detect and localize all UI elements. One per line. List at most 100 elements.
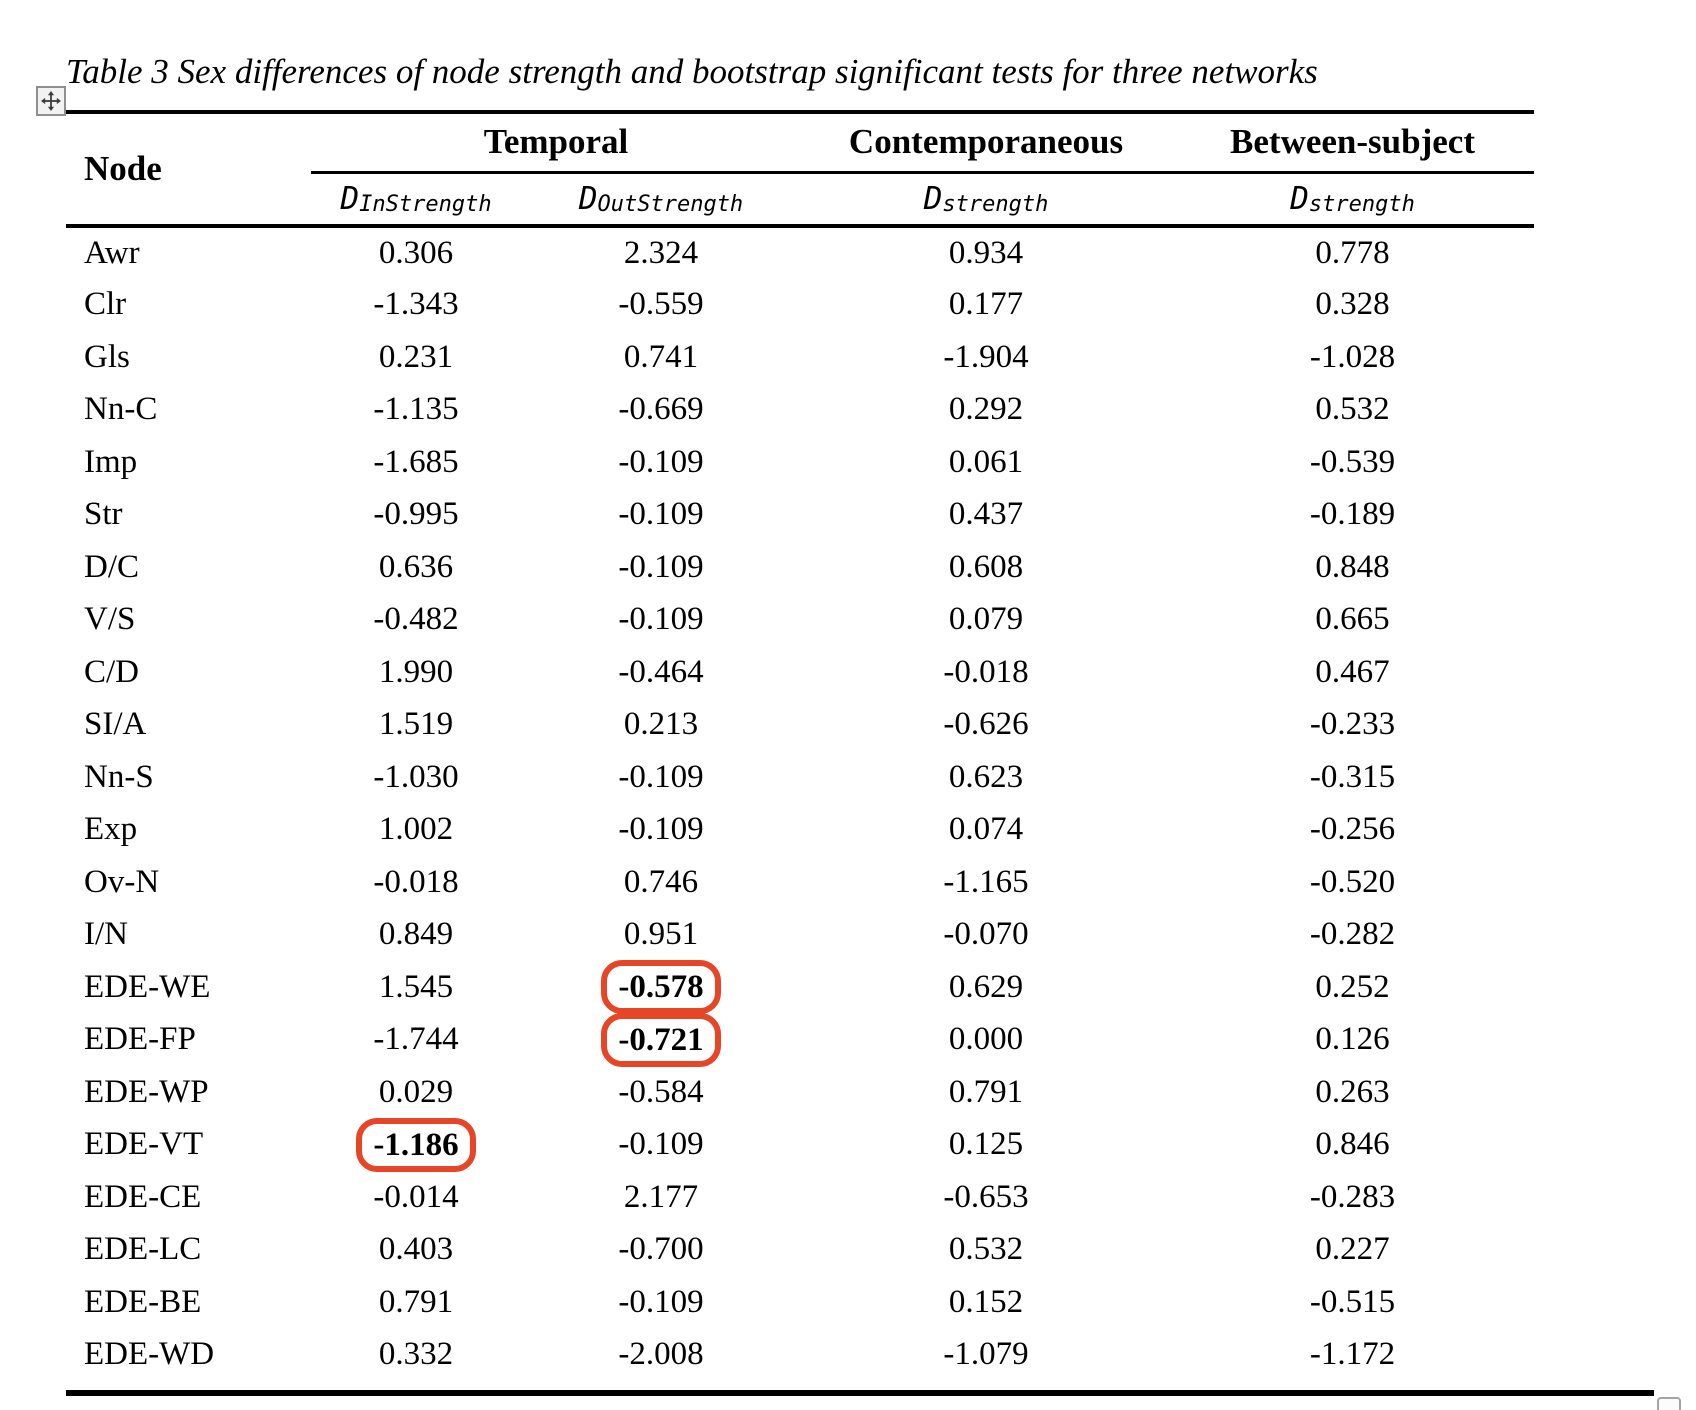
value-cell-outstrength: -0.109 — [618, 443, 704, 480]
value-cell-between-subject: -0.256 — [1309, 811, 1396, 848]
value-cell-contemporaneous: 0.532 — [948, 1231, 1024, 1268]
value-cell-instrength: 1.545 — [378, 968, 454, 1005]
table-row: EDE-FP -1.744 -0.721 0.000 0.126 — [66, 1012, 1534, 1067]
table-row: Gls 0.231 0.741 -1.904 -1.028 — [66, 331, 1534, 384]
value-cell-between-subject: 0.126 — [1315, 1021, 1390, 1058]
value-cell-instrength: -1.186 — [311, 1117, 521, 1172]
value-cell-contemporaneous: -0.018 — [943, 653, 1029, 690]
column-header-d-strength-contemporaneous: Dstrength — [801, 172, 1172, 228]
table-row: Nn-C -1.135 -0.669 0.292 0.532 — [66, 384, 1534, 437]
node-cell: SI/A — [84, 706, 147, 743]
table-row: I/N 0.849 0.951 -0.070 -0.282 — [66, 909, 1534, 962]
value-cell-contemporaneous: -0.626 — [943, 706, 1029, 743]
value-cell-between-subject: -0.515 — [1309, 1283, 1396, 1320]
node-cell: Imp — [84, 443, 138, 480]
table-row: EDE-WD 0.332 -2.008 -1.079 -1.172 — [66, 1329, 1534, 1382]
node-cell: Nn-C — [84, 391, 158, 428]
table-row: V/S -0.482 -0.109 0.079 0.665 — [66, 594, 1534, 647]
value-cell-between-subject: 0.227 — [1315, 1231, 1390, 1268]
value-cell-instrength: 0.231 — [378, 338, 454, 375]
value-cell-outstrength: -0.109 — [618, 1126, 704, 1163]
value-cell-contemporaneous: -1.165 — [943, 863, 1029, 900]
column-header-d-strength-between: Dstrength — [1171, 172, 1535, 228]
node-cell: EDE-VT — [84, 1126, 204, 1163]
node-cell: Gls — [84, 338, 130, 375]
value-cell-between-subject: 0.665 — [1315, 601, 1390, 638]
node-cell: Ov-N — [84, 863, 160, 900]
value-cell-contemporaneous: -0.653 — [943, 1178, 1029, 1215]
table-resize-handle[interactable] — [1657, 1397, 1681, 1410]
value-cell-contemporaneous: 0.125 — [948, 1126, 1024, 1163]
value-cell-instrength: 0.029 — [378, 1073, 454, 1110]
value-cell-outstrength: -0.559 — [618, 286, 704, 323]
value-cell-contemporaneous: 0.934 — [948, 234, 1024, 271]
value-cell-outstrength: 2.324 — [623, 234, 699, 271]
value-cell-instrength: 0.791 — [378, 1283, 454, 1320]
table-row: EDE-WP 0.029 -0.584 0.791 0.263 — [66, 1066, 1534, 1119]
column-group-between-subject: Between-subject — [1171, 112, 1535, 174]
value-cell-between-subject: 0.532 — [1315, 391, 1390, 428]
table-row: Ov-N -0.018 0.746 -1.165 -0.520 — [66, 856, 1534, 909]
value-cell-instrength: 0.306 — [378, 234, 454, 271]
column-group-temporal: Temporal — [311, 112, 802, 174]
value-cell-between-subject: -0.189 — [1309, 496, 1396, 533]
value-cell-instrength: 0.636 — [378, 548, 454, 585]
value-cell-outstrength: -0.464 — [618, 653, 704, 690]
value-cell-between-subject: -0.520 — [1309, 863, 1396, 900]
value-cell-contemporaneous: 0.000 — [948, 1021, 1024, 1058]
node-cell: EDE-LC — [84, 1231, 202, 1268]
value-cell-outstrength: -0.669 — [618, 391, 704, 428]
value-cell-between-subject: 0.263 — [1315, 1073, 1390, 1110]
value-cell-between-subject: 0.846 — [1315, 1126, 1390, 1163]
value-cell-outstrength: 0.213 — [623, 706, 699, 743]
value-cell-between-subject: 0.328 — [1315, 286, 1390, 323]
value-cell-between-subject: 0.778 — [1315, 234, 1390, 271]
value-cell-contemporaneous: 0.074 — [948, 811, 1024, 848]
value-cell-between-subject: -0.283 — [1309, 1178, 1396, 1215]
node-cell: Clr — [84, 286, 127, 323]
node-cell: V/S — [84, 601, 136, 638]
table-row: Nn-S -1.030 -0.109 0.623 -0.315 — [66, 751, 1534, 804]
value-cell-contemporaneous: 0.437 — [948, 496, 1024, 533]
table-move-handle[interactable] — [36, 86, 66, 116]
value-cell-between-subject: 0.467 — [1315, 653, 1390, 690]
value-cell-contemporaneous: 0.292 — [948, 391, 1024, 428]
value-cell-outstrength: -2.008 — [618, 1336, 704, 1373]
value-cell-contemporaneous: -0.070 — [943, 916, 1029, 953]
node-cell: EDE-WE — [84, 968, 211, 1005]
value-cell-outstrength: -0.109 — [618, 758, 704, 795]
column-group-contemporaneous: Contemporaneous — [801, 112, 1172, 174]
node-cell: EDE-WD — [84, 1336, 215, 1373]
value-cell-instrength: 0.332 — [378, 1336, 454, 1373]
value-cell-instrength: -1.685 — [373, 443, 459, 480]
table-caption: Table 3 Sex differences of node strength… — [66, 52, 1318, 91]
value-cell-instrength: -0.995 — [373, 496, 459, 533]
table-row: Exp 1.002 -0.109 0.074 -0.256 — [66, 804, 1534, 857]
node-cell: Exp — [84, 811, 138, 848]
node-cell: EDE-WP — [84, 1073, 209, 1110]
node-cell: Awr — [84, 234, 140, 271]
value-cell-outstrength: 0.741 — [623, 338, 699, 375]
value-cell-contemporaneous: 0.629 — [948, 968, 1024, 1005]
move-cross-icon — [41, 91, 61, 111]
value-cell-between-subject: -1.172 — [1309, 1336, 1396, 1373]
value-cell-instrength: 1.002 — [378, 811, 454, 848]
value-cell-instrength: 0.403 — [378, 1231, 454, 1268]
table-bottom-border — [66, 1390, 1654, 1396]
table-row: EDE-LC 0.403 -0.700 0.532 0.227 — [66, 1224, 1534, 1277]
node-cell: EDE-CE — [84, 1178, 202, 1215]
table-row: Str -0.995 -0.109 0.437 -0.189 — [66, 489, 1534, 542]
value-cell-between-subject: 0.252 — [1315, 968, 1390, 1005]
value-cell-outstrength: -0.578 — [521, 960, 801, 1015]
value-cell-contemporaneous: 0.079 — [948, 601, 1024, 638]
node-cell: Str — [84, 496, 123, 533]
header-sub-row: DInStrength DOutStrength Dstrength Dstre… — [66, 172, 1535, 228]
value-cell-instrength: -0.014 — [373, 1178, 459, 1215]
value-cell-outstrength: 2.177 — [623, 1178, 699, 1215]
value-cell-outstrength: -0.109 — [618, 601, 704, 638]
header-group-row: Node Temporal Contemporaneous Between-su… — [66, 112, 1535, 228]
table-row: EDE-CE -0.014 2.177 -0.653 -0.283 — [66, 1171, 1534, 1224]
column-header-d-instrength: DInStrength — [311, 172, 521, 228]
value-cell-outstrength: -0.584 — [618, 1073, 704, 1110]
